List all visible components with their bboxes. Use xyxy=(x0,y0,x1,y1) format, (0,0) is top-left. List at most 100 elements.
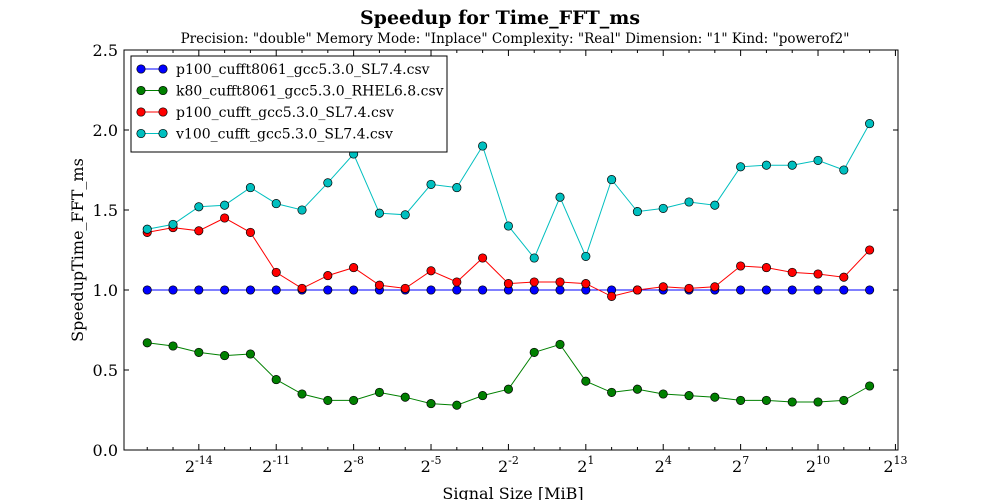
series-2-point xyxy=(813,397,823,407)
series-4-point xyxy=(555,192,565,202)
series-1-point xyxy=(194,285,204,295)
series-2-point xyxy=(787,397,797,407)
series-2-point xyxy=(865,381,875,391)
legend-marker-1 xyxy=(158,64,168,74)
x-tick-label: 2-2 xyxy=(498,454,519,476)
series-3-point xyxy=(865,245,875,255)
plot-area: 0.0 0.5 1.0 1.5 2.0 2.5 2-14 2-11 2-8 2-5 2-2 21 24 2… xyxy=(93,41,908,476)
series-4-point xyxy=(787,160,797,170)
legend-marker-3 xyxy=(136,107,146,117)
legend-marker-4 xyxy=(158,128,168,139)
x-tick-label: 24 xyxy=(655,454,672,476)
series-4-point xyxy=(400,210,410,220)
x-tick-label: 21 xyxy=(577,454,594,476)
x-tick-label: 27 xyxy=(732,454,749,476)
y-axis-label: SpeedupTime_FFT_ms xyxy=(68,158,87,342)
series-4-point xyxy=(297,205,307,215)
series-1-point xyxy=(168,285,178,295)
series-2-point xyxy=(761,395,771,405)
series-1-point xyxy=(787,285,797,295)
legend-label-4: v100_cufft_gcc5.3.0_SL7.4.csv xyxy=(175,127,393,143)
series-1-point xyxy=(142,285,152,295)
series-3-point xyxy=(271,267,281,277)
series-1-point xyxy=(839,285,849,295)
series-3-point xyxy=(349,263,359,273)
legend-label-1: p100_cufft8061_gcc5.3.0_SL7.4.csv xyxy=(176,62,430,78)
series-4-point xyxy=(529,253,539,263)
series-4-point xyxy=(865,119,875,129)
series-1-point xyxy=(555,285,565,295)
series-1-point xyxy=(426,285,436,295)
series-2-point xyxy=(684,391,694,401)
series-3-point xyxy=(839,272,849,282)
series-4-point xyxy=(607,175,617,185)
series-2-point xyxy=(245,349,255,359)
series-1-point xyxy=(220,285,230,295)
legend-marker-3 xyxy=(158,107,168,117)
series-2-point xyxy=(349,395,359,405)
x-tick-label: 2-8 xyxy=(343,454,364,476)
series-3-point xyxy=(607,291,617,301)
series-1-point xyxy=(761,285,771,295)
series-2-point xyxy=(374,387,384,397)
series-3-point xyxy=(684,283,694,293)
series-1-point xyxy=(529,285,539,295)
series-4-point xyxy=(426,179,436,189)
series-4-point xyxy=(168,219,178,229)
series-4-point xyxy=(478,141,488,151)
series-2-point xyxy=(400,392,410,402)
y-tick-label: 0.0 xyxy=(93,441,118,460)
series-2-point xyxy=(736,395,746,405)
legend-box xyxy=(130,55,448,153)
series-1-point xyxy=(271,285,281,295)
series-3-point xyxy=(478,253,488,263)
series-3-point xyxy=(194,226,204,236)
series-2-point xyxy=(529,347,539,357)
series-3-point xyxy=(632,285,642,295)
series-2-point xyxy=(452,400,462,410)
series-2-point xyxy=(839,395,849,405)
series-1-point xyxy=(245,285,255,295)
series-1-point xyxy=(452,285,462,295)
series-4-point xyxy=(194,202,204,212)
chart-title: Speedup for Time_FFT_ms xyxy=(360,7,640,29)
series-2-point xyxy=(581,376,591,386)
series-2-point xyxy=(426,399,436,409)
y-tick-label: 2.5 xyxy=(93,41,118,60)
series-1-point xyxy=(349,285,359,295)
series-2-point xyxy=(323,395,333,405)
series-4-point xyxy=(323,178,333,188)
series-1-point xyxy=(813,285,823,295)
y-tick-label: 1.5 xyxy=(93,201,118,220)
series-2-point xyxy=(194,347,204,357)
series-3-point xyxy=(400,283,410,293)
x-tick-label: 213 xyxy=(883,454,907,476)
series-3-point xyxy=(813,269,823,279)
series-3-point xyxy=(555,277,565,287)
series-4-point xyxy=(839,165,849,175)
x-tick-label: 2-5 xyxy=(421,454,442,476)
y-tick-label: 1.0 xyxy=(93,281,118,300)
series-4-point xyxy=(684,197,694,207)
series-4-point xyxy=(220,200,230,210)
series-3-point xyxy=(374,280,384,290)
series-3-point xyxy=(710,282,720,292)
series-2-point xyxy=(607,387,617,397)
series-3-point xyxy=(452,277,462,287)
series-3-point xyxy=(736,261,746,271)
series-3-point xyxy=(426,266,436,276)
series-3-point xyxy=(581,279,591,289)
series-4-point xyxy=(503,221,513,231)
series-3-point xyxy=(297,283,307,293)
series-4-point xyxy=(374,208,384,218)
series-3-point xyxy=(323,271,333,281)
series-3-point xyxy=(245,227,255,237)
series-2-point xyxy=(478,391,488,401)
series-4-point xyxy=(142,224,152,234)
series-4-point xyxy=(761,160,771,170)
series-3-point xyxy=(220,213,230,223)
y-tick-label: 2.0 xyxy=(93,121,118,140)
x-axis-label: Signal Size [MiB] xyxy=(442,484,583,500)
x-tick-label: 2-11 xyxy=(262,454,290,476)
